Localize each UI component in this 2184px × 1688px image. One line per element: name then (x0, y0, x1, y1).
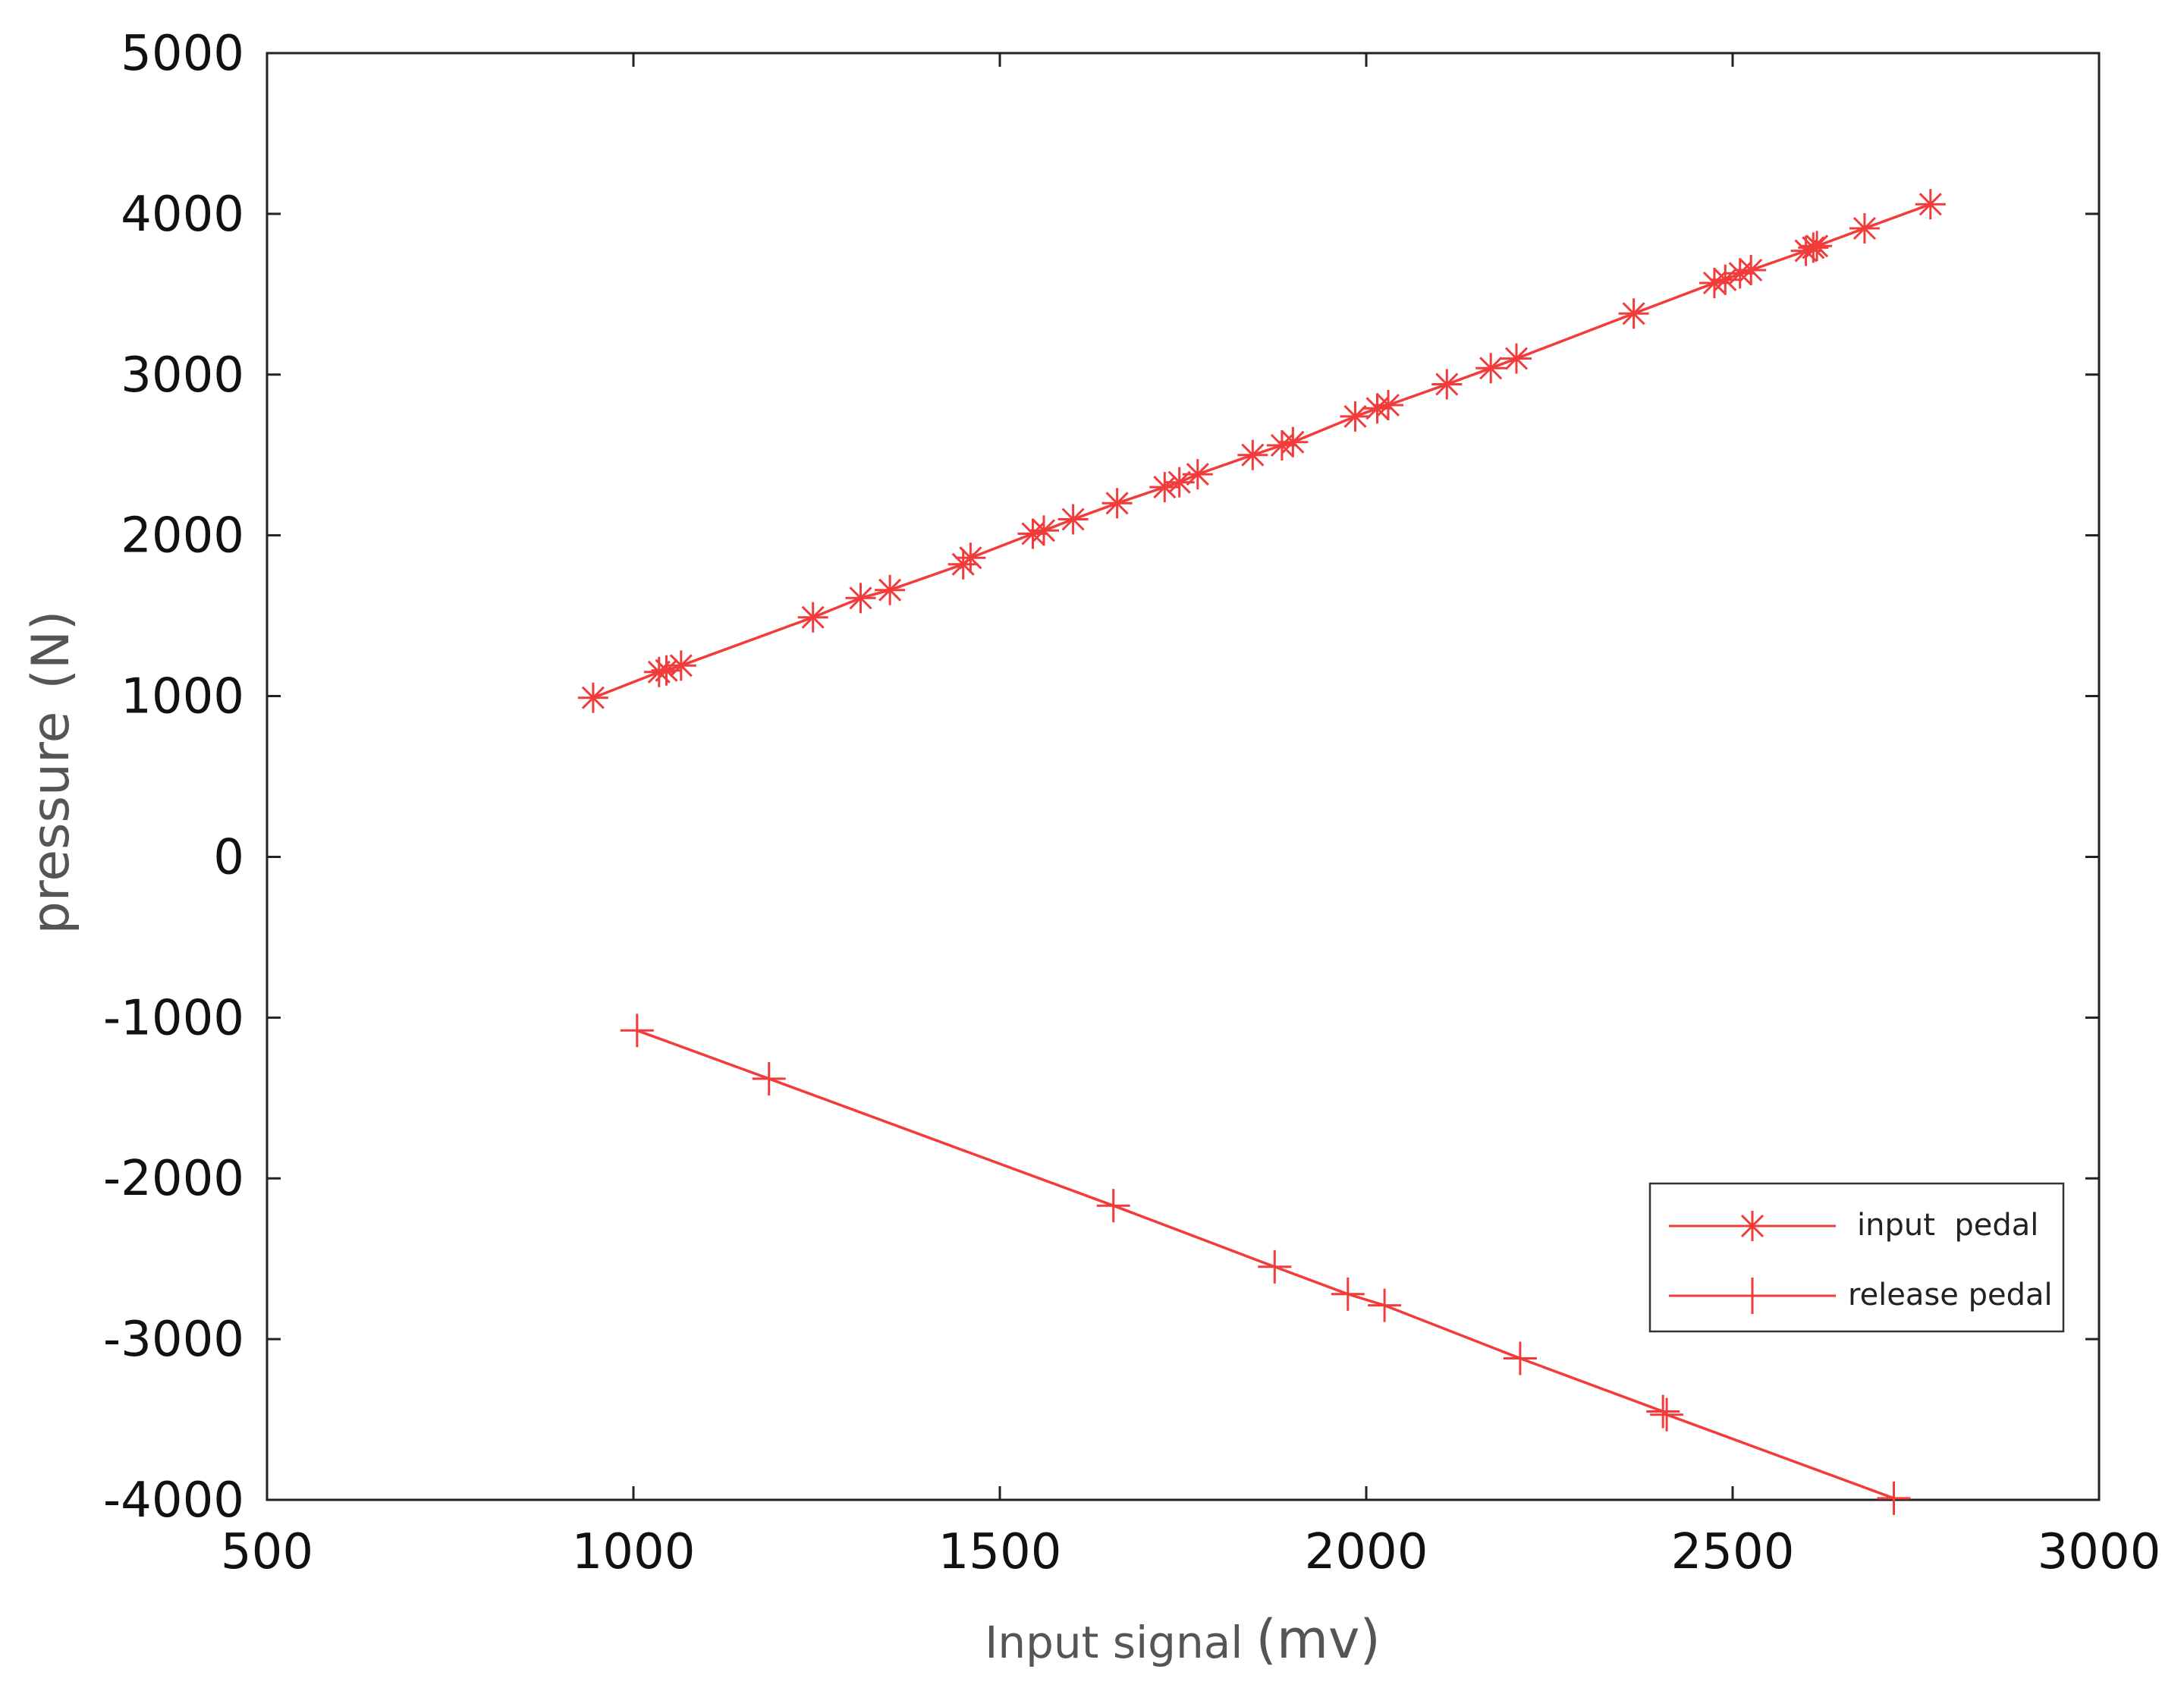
x-axis-ticks: 500 1000 1500 2000 2500 3000 (221, 53, 2161, 1580)
asterisk-stroke (1105, 492, 1129, 515)
data-point (1096, 1189, 1130, 1223)
asterisk-stroke (1479, 357, 1503, 380)
data-point (1798, 232, 1829, 263)
y-tick-label: 4000 (121, 187, 244, 243)
y-tick-label: -1000 (103, 990, 244, 1046)
y-tick-label: 0 (213, 829, 244, 885)
x-tick-label: 2000 (1305, 1524, 1428, 1580)
data-point (665, 650, 696, 681)
asterisk-stroke (1186, 463, 1209, 486)
x-tick-label: 500 (221, 1524, 313, 1580)
x-tick-label: 1000 (572, 1524, 696, 1580)
asterisk-stroke (1376, 393, 1400, 417)
asterisk-stroke (1802, 236, 1825, 259)
legend: input pedal release pedal (1648, 1182, 2065, 1333)
x-tick-label: 3000 (2038, 1524, 2161, 1580)
data-point (1431, 369, 1463, 400)
asterisk-stroke (1739, 258, 1763, 282)
asterisk-stroke (1805, 234, 1829, 258)
y-tick-label: 5000 (121, 26, 244, 82)
data-point (955, 542, 986, 574)
data-point (1849, 213, 1880, 244)
data-point (1650, 1397, 1684, 1432)
data-point (1503, 1341, 1537, 1375)
legend-marker-asterisk (1737, 1211, 1768, 1241)
asterisk-stroke (959, 546, 982, 570)
y-axis-ticks: 5000 4000 3000 2000 1000 0 -1000 -2000 -3000 -400… (103, 26, 2099, 1529)
y-tick-label: -2000 (103, 1151, 244, 1207)
asterisk-stroke (1153, 476, 1177, 499)
asterisk-stroke (1281, 430, 1305, 454)
legend-label-input-pedal: input pedal (1857, 1208, 2038, 1243)
y-tick-label: -4000 (103, 1473, 244, 1529)
y-axis-label: pressure (21, 712, 81, 935)
asterisk-stroke (1504, 347, 1529, 370)
asterisk-stroke (1032, 519, 1056, 542)
asterisk-stroke (1061, 508, 1085, 531)
legend-box (1648, 1182, 2065, 1333)
asterisk-stroke (849, 586, 872, 610)
data-point (1340, 401, 1371, 432)
data-point (1915, 189, 1946, 220)
x-tick-label: 1500 (938, 1524, 1062, 1580)
legend-entry-input-pedal: input pedal (1669, 1208, 2038, 1243)
x-axis-label: Input signal (985, 1617, 1243, 1668)
asterisk-stroke (1622, 302, 1645, 325)
data-point (1182, 459, 1213, 490)
series-line-1 (636, 1029, 1895, 1500)
y-tick-label: 3000 (121, 347, 244, 404)
y-tick-label: 2000 (121, 508, 244, 564)
y-axis-title: pressure (N) (21, 611, 81, 935)
y-axis-unit: (N) (21, 611, 81, 690)
data-point (1258, 1249, 1292, 1284)
data-point (1237, 439, 1268, 470)
data-point (1618, 298, 1649, 329)
legend-marker-plus (1734, 1278, 1771, 1314)
data-point (1475, 353, 1507, 384)
legend-entry-release-pedal: release pedal (1669, 1278, 2053, 1314)
x-axis-title: Input signal (mv) (985, 1608, 1381, 1671)
data-point (643, 656, 674, 687)
data-point (1101, 488, 1133, 519)
data-point (1277, 426, 1309, 457)
data-point (651, 655, 682, 686)
asterisk-stroke (581, 686, 605, 709)
data-point (1877, 1481, 1911, 1515)
data-point (1501, 343, 1532, 374)
data-point (1029, 515, 1059, 546)
data-point (620, 1014, 654, 1048)
data-point (1331, 1277, 1365, 1311)
asterisk-stroke (655, 659, 678, 682)
data-point (1373, 390, 1403, 420)
legend-label-release-pedal: release pedal (1848, 1278, 2053, 1312)
data-point (875, 574, 906, 605)
asterisk-stroke (878, 578, 902, 602)
data-point (1149, 472, 1180, 503)
data-point (1368, 1288, 1402, 1322)
series-layer (577, 189, 1946, 1515)
data-point (577, 682, 608, 713)
y-tick-label: 1000 (121, 669, 244, 725)
y-tick-label: -3000 (103, 1312, 244, 1368)
asterisk-stroke (1435, 372, 1459, 396)
data-point (1802, 231, 1833, 262)
data-point (1057, 504, 1089, 535)
data-point (1736, 255, 1767, 285)
asterisk-stroke (1918, 193, 1942, 216)
x-axis-unit: (mv) (1256, 1608, 1381, 1671)
asterisk-stroke (1241, 443, 1265, 467)
asterisk-stroke (669, 654, 693, 677)
asterisk-stroke (801, 605, 825, 629)
asterisk-stroke (1852, 216, 1876, 240)
data-point (797, 602, 828, 633)
x-tick-label: 2500 (1671, 1524, 1795, 1580)
data-point (752, 1061, 786, 1095)
data-point (1646, 1394, 1680, 1429)
data-point (845, 583, 876, 614)
